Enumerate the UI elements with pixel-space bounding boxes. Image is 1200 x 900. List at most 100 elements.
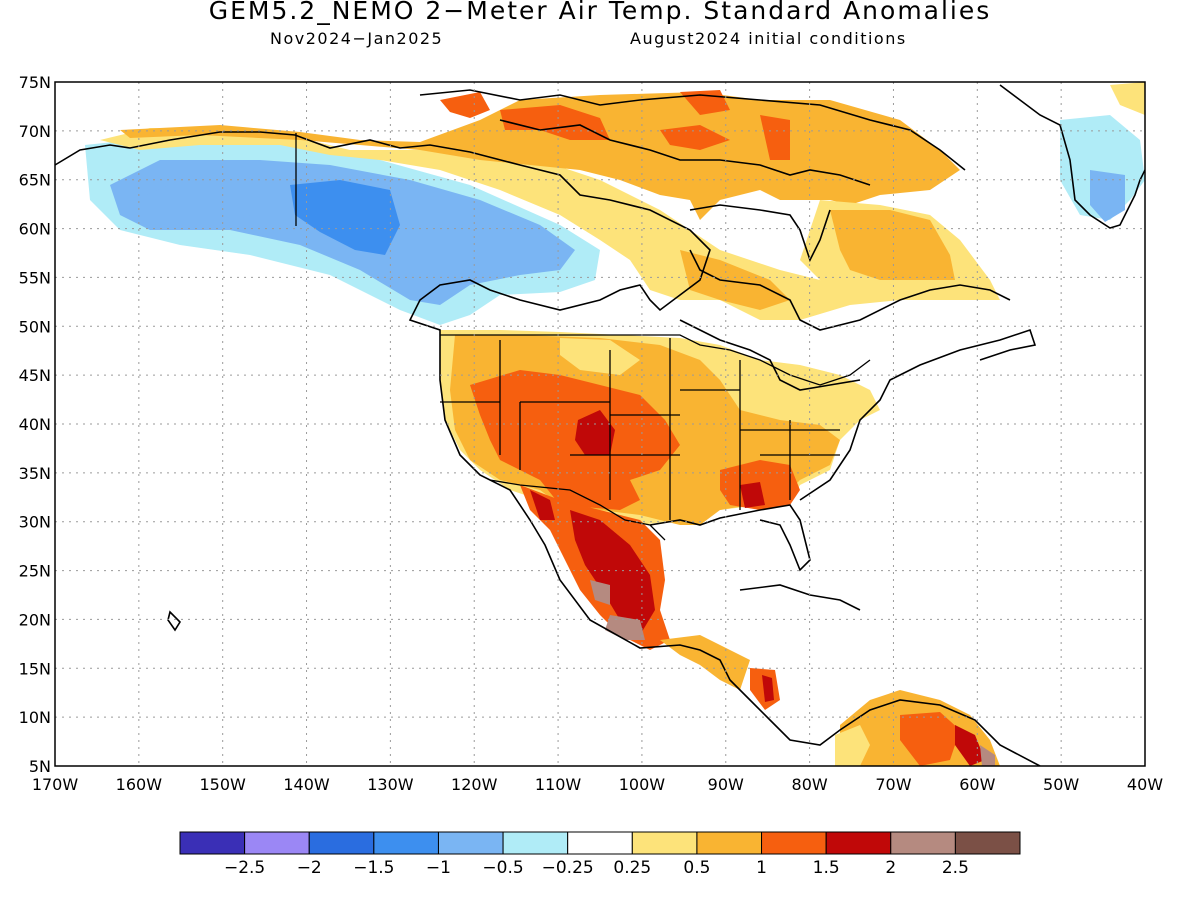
longitude-label: 70W — [875, 775, 911, 794]
coastline — [689, 204, 831, 263]
anomaly-region — [900, 712, 960, 766]
longitude-label: 120W — [451, 775, 498, 794]
colorbar-label: 2 — [885, 858, 896, 878]
anomaly-region — [590, 580, 610, 605]
political-borders — [295, 133, 871, 541]
longitude-label: 50W — [1043, 775, 1079, 794]
anomaly-region — [680, 250, 790, 310]
anomaly-region — [835, 725, 870, 766]
colorbar-swatch — [244, 831, 310, 855]
latitude-label: 10N — [19, 708, 51, 727]
latitude-label: 55N — [19, 268, 51, 287]
colorbar-label: −0.5 — [482, 858, 523, 878]
anomaly-region — [740, 482, 765, 508]
latitude-label: 15N — [19, 659, 51, 678]
colorbar-label: 1 — [756, 858, 767, 878]
colorbar-swatch — [567, 831, 633, 855]
colorbar-label: 0.25 — [613, 858, 651, 878]
longitude-label: 80W — [792, 775, 828, 794]
anomaly-region — [570, 510, 655, 635]
latitude-label: 65N — [19, 171, 51, 190]
colorbar-label: 2.5 — [942, 858, 969, 878]
colorbar-swatch — [502, 831, 569, 855]
latitude-label: 60N — [19, 220, 51, 239]
colorbar-label: −1 — [426, 858, 451, 878]
border-us-canada — [440, 334, 871, 386]
longitude-labels: 170W 160W 150W 140W 130W 120W 110W 100W 90W 80W 70… — [32, 775, 1163, 794]
anomaly-region — [100, 128, 1000, 320]
graticule — [55, 82, 1145, 766]
colorbar-label: −0.25 — [542, 858, 594, 878]
latitude-label: 70N — [19, 122, 51, 141]
longitude-label: 140W — [283, 775, 330, 794]
longitude-label: 90W — [708, 775, 744, 794]
colorbar-swatch — [761, 831, 827, 855]
latitude-label: 35N — [19, 464, 51, 483]
longitude-label: 160W — [116, 775, 163, 794]
colorbar-swatch — [179, 831, 246, 855]
anomaly-region — [1110, 82, 1145, 115]
plot-frame — [54, 81, 1146, 767]
latitude-label: 40N — [19, 415, 51, 434]
anomaly-region — [1090, 170, 1125, 222]
colorbar-swatch — [825, 831, 892, 855]
anomaly-region — [575, 410, 615, 455]
colorbar: −2.5 −2 −1.5 −1 −0.5 −0.25 0.25 0.5 1 1.5 2 2.5 — [179, 831, 1021, 878]
colorbar-label: −2 — [297, 858, 322, 878]
anomaly-region — [530, 490, 555, 520]
colorbar-swatch — [373, 831, 439, 855]
season-label: Nov2024−Jan2025 — [270, 29, 444, 48]
coastline — [689, 249, 1011, 331]
coastline — [999, 84, 1145, 229]
anomaly-region — [980, 745, 995, 766]
longitude-label: 130W — [367, 775, 414, 794]
colorbar-swatch — [308, 831, 375, 855]
map-title: GEM5.2_NEMO 2−Meter Air Temp. Standard A… — [208, 0, 992, 25]
coastline — [649, 504, 811, 572]
state-line — [440, 338, 840, 520]
coastline — [419, 89, 966, 171]
latitude-labels: 75N 70N 65N 60N 55N 50N 45N 40N 35N 30N 25N 20N 15N 1… — [19, 73, 51, 776]
longitude-label: 40W — [1127, 775, 1163, 794]
coastline — [679, 319, 861, 391]
anomaly-region — [290, 180, 400, 255]
coastline — [499, 119, 871, 186]
anomaly-shading — [85, 82, 1145, 766]
anomaly-region — [760, 115, 790, 160]
colorbar-swatch — [696, 831, 763, 855]
anomaly-region — [500, 105, 610, 140]
colorbar-swatch — [437, 831, 504, 855]
latitude-label: 45N — [19, 366, 51, 385]
latitude-label: 50N — [19, 317, 51, 336]
anomaly-region — [135, 180, 250, 228]
colorbar-label: −1.5 — [353, 858, 394, 878]
coastline — [739, 584, 861, 611]
latitude-label: 30N — [19, 513, 51, 532]
latitude-label: 75N — [19, 73, 51, 92]
border-us-mexico — [489, 479, 666, 541]
longitude-label: 100W — [619, 775, 666, 794]
latitude-label: 5N — [29, 757, 51, 776]
longitude-label: 60W — [959, 775, 995, 794]
longitude-label: 110W — [535, 775, 582, 794]
colorbar-label: −2.5 — [224, 858, 265, 878]
latitude-label: 25N — [19, 562, 51, 581]
initial-conditions-label: August2024 initial conditions — [630, 29, 907, 48]
anomaly-region — [440, 92, 490, 118]
colorbar-label: 1.5 — [813, 858, 840, 878]
anomaly-region — [660, 125, 730, 150]
colorbar-swatch — [631, 831, 698, 855]
coastline — [799, 328, 1037, 501]
longitude-label: 170W — [32, 775, 79, 794]
anomaly-region — [560, 338, 640, 375]
colorbar-swatch — [890, 831, 956, 855]
latitude-label: 20N — [19, 610, 51, 629]
colorbar-swatch — [954, 831, 1021, 855]
coastline — [167, 610, 182, 632]
longitude-label: 150W — [200, 775, 247, 794]
anomaly-region — [830, 210, 955, 280]
anomaly-region — [120, 92, 960, 220]
colorbar-label: 0.5 — [683, 858, 710, 878]
anomaly-region — [660, 635, 750, 690]
